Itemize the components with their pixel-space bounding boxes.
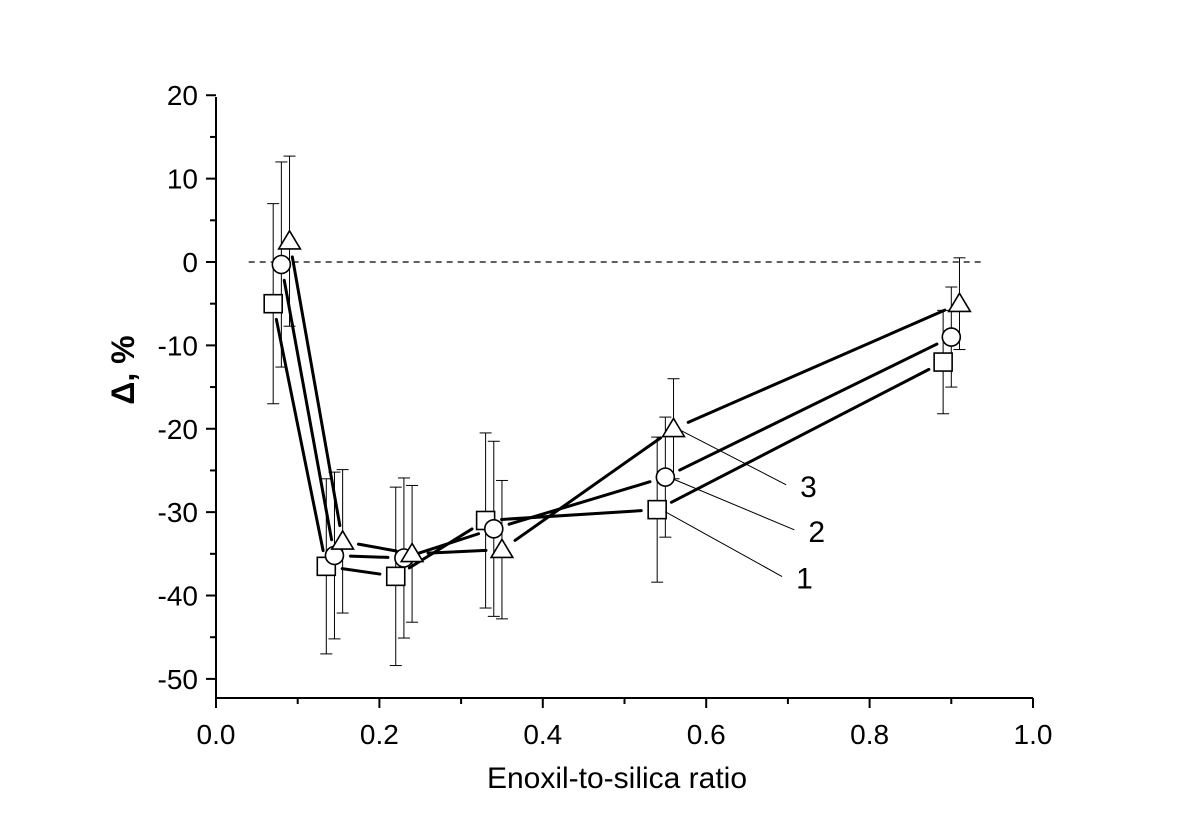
series-label-leader xyxy=(681,430,787,486)
series-1-segment xyxy=(669,367,931,504)
y-tick-label: -30 xyxy=(158,497,198,528)
series-2-segment xyxy=(282,278,334,542)
x-tick-label: 0.6 xyxy=(687,719,726,750)
data-point-triangle xyxy=(489,537,515,559)
series-2-segment xyxy=(678,342,939,472)
y-tick-label: -50 xyxy=(158,664,198,695)
x-tick-label: 1.0 xyxy=(1014,719,1053,750)
data-point-circle xyxy=(655,467,676,487)
series-2-segment xyxy=(417,532,481,555)
series-label-3: 3 xyxy=(800,471,817,504)
x-axis-title: Enoxil-to-silica ratio xyxy=(487,762,747,795)
series-2-segment xyxy=(348,554,390,559)
series-2-markers xyxy=(271,254,962,568)
x-tick-label: 0.4 xyxy=(523,719,562,750)
y-tick-label: 0 xyxy=(182,247,198,278)
series-label-leader xyxy=(664,511,783,577)
data-point-triangle xyxy=(399,541,425,563)
data-point-triangle xyxy=(947,291,972,313)
data-point-circle xyxy=(483,519,504,539)
plot-area: 0.0 0.2 0.4 0.6 0.8 1.0 20 10 0 -10 -20 -30 -40 -50 1 2… xyxy=(158,80,1053,750)
y-tick-label: 20 xyxy=(167,80,198,111)
data-point-circle xyxy=(271,254,292,275)
series-3-segment xyxy=(356,542,398,553)
series-1-markers xyxy=(263,293,953,587)
data-point-circle xyxy=(941,327,962,347)
y-tick-label: -20 xyxy=(158,414,198,445)
y-tick-label: -10 xyxy=(158,330,198,361)
series-3-segment xyxy=(290,255,342,528)
series-label-leader xyxy=(673,478,795,531)
series-1-segment xyxy=(340,567,382,576)
data-point-square xyxy=(263,293,283,314)
data-point-triangle xyxy=(661,416,686,438)
series-3-segment xyxy=(686,308,947,424)
series-1-errorbars xyxy=(267,203,950,667)
y-tick-label: -40 xyxy=(158,581,198,612)
series-2-segment xyxy=(507,480,652,526)
data-point-square xyxy=(933,352,953,372)
series-3-segment xyxy=(513,436,662,542)
data-point-triangle xyxy=(277,229,302,250)
series-2-lines xyxy=(282,278,939,559)
series-3-markers xyxy=(277,229,972,563)
series-3-errorbars xyxy=(283,155,966,623)
data-point-square xyxy=(385,566,406,587)
series-label-1: 1 xyxy=(796,563,813,596)
series-3-lines xyxy=(290,255,947,555)
series-3-segment xyxy=(426,548,488,555)
series-label-2: 2 xyxy=(808,516,825,549)
x-tick-label: 0.8 xyxy=(850,719,889,750)
x-tick-label: 0.2 xyxy=(360,719,399,750)
x-tick-label: 0.0 xyxy=(197,719,236,750)
series-1-lines xyxy=(274,317,931,576)
y-axis-title: Δ, % xyxy=(105,335,141,404)
data-point-square xyxy=(647,499,667,520)
data-point-triangle xyxy=(330,529,355,550)
series-1-segment xyxy=(274,317,325,553)
series-1-segment xyxy=(500,509,643,521)
y-tick-label: 10 xyxy=(167,164,198,195)
series-2-errorbars xyxy=(275,161,958,640)
